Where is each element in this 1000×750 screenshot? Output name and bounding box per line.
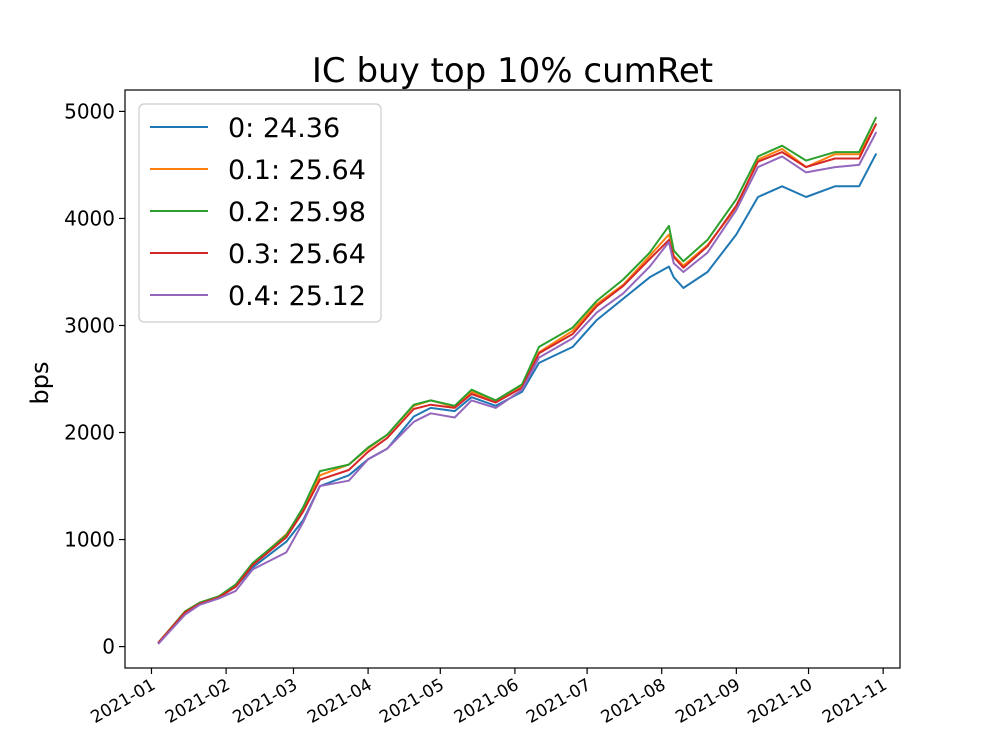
x-tick-label: 2021-03 [229,675,301,728]
legend-label: 0.1: 25.64 [228,155,366,186]
x-tick-label: 2021-05 [376,675,448,728]
x-tick-label: 2021-10 [745,675,817,728]
y-tick-label: 3000 [64,313,115,337]
series-line-4 [157,131,877,645]
legend: 0: 24.36 0.1: 25.64 0.2: 25.98 0.3: 25.64 0.… [138,103,382,323]
x-tick-label: 2021-04 [304,675,376,728]
x-tick-label: 2021-02 [162,675,234,728]
y-tick-label: 2000 [64,421,115,445]
y-axis-label: bps [26,362,54,405]
y-axis: 0 1000 2000 3000 4000 5000 [64,99,125,659]
x-tick-label: 2021-06 [451,675,523,728]
x-tick-label: 2021-07 [523,675,595,728]
legend-box [138,103,382,323]
x-tick-label: 2021-08 [598,675,670,728]
y-tick-label: 0 [102,635,115,659]
series-layer [157,116,877,645]
x-tick-label: 2021-09 [672,675,744,728]
legend-label: 0.3: 25.64 [228,239,366,270]
legend-label: 0: 24.36 [228,113,340,144]
series-line-2 [157,116,877,644]
series-line-3 [157,123,877,644]
plot-frame [124,89,901,669]
y-tick-label: 5000 [64,99,115,123]
legend-label: 0.2: 25.98 [228,197,366,228]
x-tick-label: 2021-11 [819,675,891,728]
y-tick-label: 1000 [64,528,115,552]
legend-label: 0.4: 25.12 [228,281,366,312]
y-tick-label: 4000 [64,206,115,230]
chart-title: IC buy top 10% cumRet [312,51,713,91]
x-tick-label: 2021-01 [87,675,159,728]
